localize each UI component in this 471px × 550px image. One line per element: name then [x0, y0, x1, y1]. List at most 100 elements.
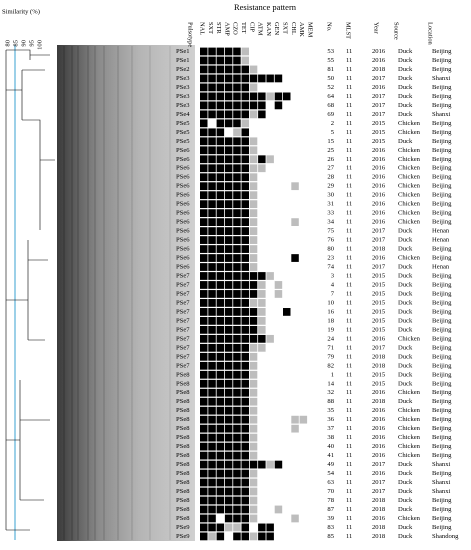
resistance-cell	[291, 460, 299, 469]
resistance-cell	[299, 74, 308, 83]
resistance-cell	[258, 110, 266, 119]
resistance-cell	[249, 451, 258, 460]
mlst: 11	[346, 273, 352, 280]
resistance-cell	[241, 361, 249, 370]
source: Duck	[398, 48, 413, 55]
source: Duck	[398, 380, 413, 387]
resistance-cell	[233, 155, 241, 164]
resistance-cell	[274, 424, 283, 433]
resistance-cell	[274, 200, 283, 209]
isolate-number: 38	[327, 434, 334, 441]
pulsotype: PSe7	[176, 317, 190, 324]
resistance-cell	[208, 433, 216, 442]
resistance-cell	[200, 74, 208, 83]
resistance-cell	[274, 56, 283, 65]
year: 2016	[372, 156, 386, 163]
resistance-cell	[249, 218, 258, 226]
resistance-cell	[274, 263, 283, 271]
resistance-cell	[258, 200, 266, 209]
mlst: 11	[346, 443, 352, 450]
resistance-cell	[208, 469, 216, 478]
resistance-cell	[258, 65, 266, 74]
resistance-cell	[274, 119, 283, 128]
pulsotype: PSe3	[176, 93, 190, 100]
resistance-cell	[258, 343, 266, 352]
location: Beijing	[432, 165, 452, 172]
resistance-cell	[208, 263, 216, 271]
resistance-cell	[233, 209, 241, 218]
resistance-cell	[283, 361, 291, 370]
resistance-cell	[241, 263, 249, 271]
resistance-cell	[224, 56, 233, 65]
resistance-cell	[307, 415, 316, 424]
resistance-cell	[208, 191, 216, 200]
resistance-cell	[291, 263, 299, 271]
resistance-cell	[241, 137, 249, 146]
source: Chicken	[398, 120, 421, 127]
resistance-cell	[274, 155, 283, 164]
resistance-cell	[274, 272, 283, 280]
resistance-cell	[299, 343, 308, 352]
isolate-number: 64	[327, 93, 334, 100]
resistance-cell	[208, 209, 216, 218]
resistance-cell	[208, 137, 216, 146]
resistance-cell	[258, 164, 266, 173]
resistance-cell	[258, 146, 266, 155]
resistance-cell	[283, 442, 291, 451]
column-header: Location	[427, 22, 434, 46]
resistance-cell	[200, 182, 208, 191]
resistance-cell	[200, 406, 208, 415]
resistance-cell	[233, 101, 241, 110]
resistance-cell	[249, 299, 258, 307]
resistance-cell	[307, 334, 316, 343]
location: Beijing	[432, 138, 452, 145]
resistance-cell	[283, 74, 291, 83]
resistance-cell	[258, 155, 266, 164]
resistance-cell	[258, 119, 266, 128]
year: 2016	[372, 219, 386, 226]
resistance-cell	[307, 92, 316, 101]
resistance-cell	[283, 191, 291, 200]
mlst: 11	[346, 66, 352, 73]
resistance-cell	[307, 424, 316, 433]
resistance-cell	[208, 110, 216, 119]
resistance-cell	[249, 227, 258, 235]
resistance-cell	[216, 532, 225, 541]
resistance-cell	[266, 65, 274, 74]
resistance-cell	[291, 334, 299, 343]
resistance-cell	[249, 523, 258, 532]
year: 2016	[372, 174, 386, 181]
resistance-cell	[258, 56, 266, 65]
resistance-cell	[208, 227, 216, 235]
resistance-cell	[233, 47, 241, 56]
location: Beijing	[432, 452, 452, 459]
resistance-cell	[283, 352, 291, 361]
year: 2016	[372, 210, 386, 217]
resistance-cell	[224, 119, 233, 128]
mlst: 11	[346, 380, 352, 387]
resistance-cell	[216, 92, 225, 101]
isolate-number: 33	[327, 210, 334, 217]
resistance-cell	[208, 308, 216, 316]
resistance-cell	[283, 478, 291, 487]
resistance-cell	[283, 308, 291, 316]
location: Henan	[432, 228, 450, 235]
resistance-cell	[299, 191, 308, 200]
source: Duck	[398, 344, 413, 351]
source: Chicken	[398, 515, 421, 522]
year: 2016	[372, 416, 386, 423]
year: 2015	[372, 299, 386, 306]
year: 2016	[372, 201, 386, 208]
resistance-cell	[249, 308, 258, 316]
location: Beijing	[432, 524, 452, 531]
resistance-cell	[291, 119, 299, 128]
isolate-number: 2	[331, 120, 334, 127]
resistance-cell	[274, 451, 283, 460]
resistance-cell	[266, 478, 274, 487]
pulsotype: PSe8	[176, 407, 190, 414]
isolate-number: 34	[327, 219, 334, 226]
resistance-cell	[274, 65, 283, 74]
resistance-cell	[283, 254, 291, 262]
resistance-cell	[200, 433, 208, 442]
resistance-cell	[249, 388, 258, 397]
